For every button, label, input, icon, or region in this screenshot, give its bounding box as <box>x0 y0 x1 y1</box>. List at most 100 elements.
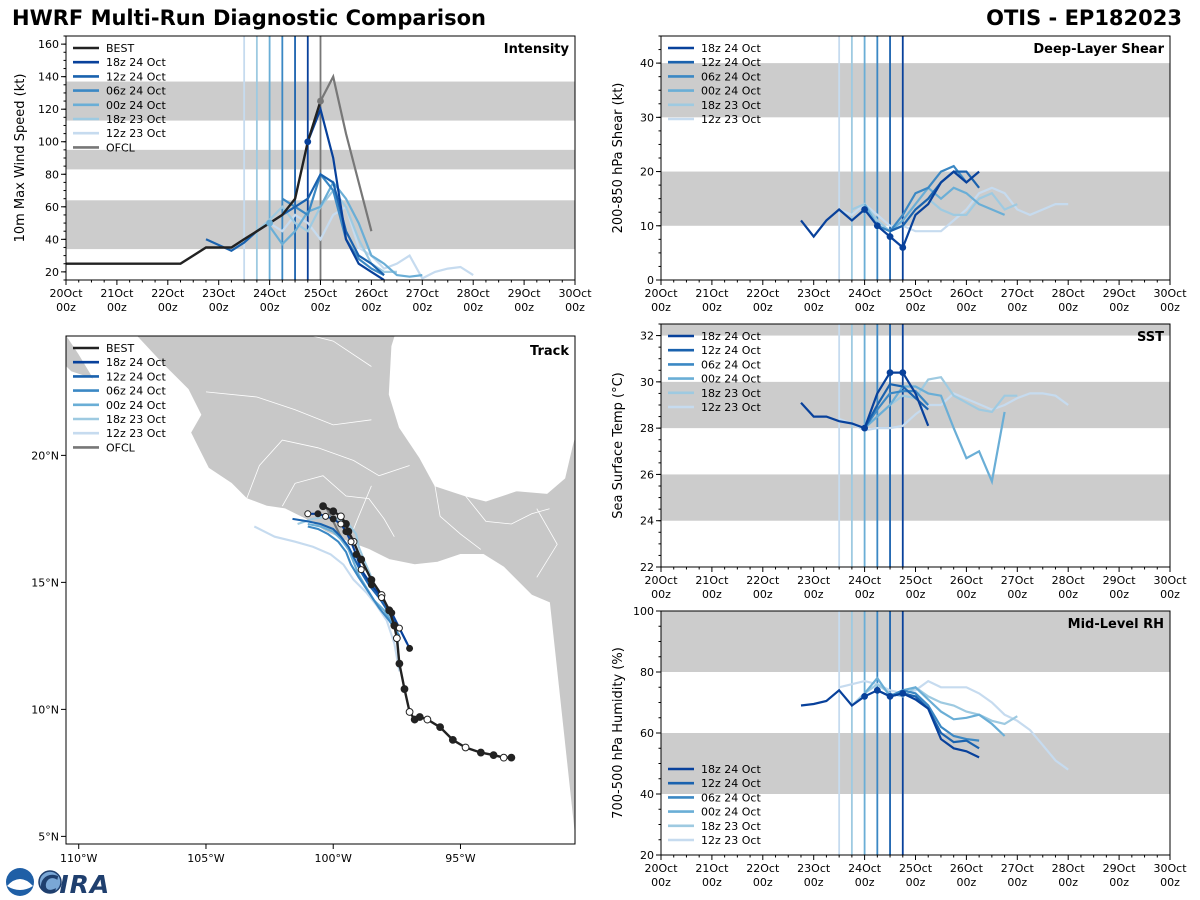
intensity-line-12z-24-oct <box>205 172 385 276</box>
track-marker-18z-24-oct <box>342 528 350 536</box>
panel-rh: 20Oct00z21Oct00z22Oct00z23Oct00z24Oct00z… <box>611 605 1187 889</box>
sst-legend-label-06z-24-oct: 06z 24 Oct <box>701 358 761 371</box>
rh-xtick-label-hour-0: 00z <box>651 876 671 889</box>
track-marker-best <box>436 723 445 732</box>
track-ytick-label-0: 5°N <box>38 830 59 843</box>
sst-xtick-label-day-2: 22Oct <box>746 574 780 587</box>
rh-xtick-label-day-1: 21Oct <box>695 862 729 875</box>
intensity-title: Intensity <box>504 42 570 57</box>
state-border-4 <box>434 485 482 550</box>
sst-ytick-label-0: 22 <box>640 561 654 574</box>
shear-legend-label-12z-24-oct: 12z 24 Oct <box>701 56 761 69</box>
track-legend-label-00z-24-oct: 00z 24 Oct <box>106 399 166 412</box>
shear-ylabel: 200-850 hPa Shear (kt) <box>611 83 626 234</box>
intensity-legend-label-00z-24-oct: 00z 24 Oct <box>106 99 166 112</box>
rh-xtick-label-hour-10: 00z <box>1160 876 1180 889</box>
land-central-america <box>572 421 575 423</box>
rh-ytick-label-0: 20 <box>640 849 654 862</box>
intensity-xtick-label-day-6: 26Oct <box>355 287 389 300</box>
shear-xtick-label-hour-9: 00z <box>1109 301 1129 314</box>
sst-line-06z-24-oct <box>863 390 930 429</box>
shear-xtick-label-hour-6: 00z <box>957 301 977 314</box>
track-marker-18z-24-oct <box>378 594 386 602</box>
track-map <box>66 336 575 843</box>
rh-xtick-label-hour-4: 00z <box>855 876 875 889</box>
rh-xtick-label-hour-2: 00z <box>753 876 773 889</box>
rh-xtick-label-day-9: 29Oct <box>1103 862 1137 875</box>
sst-ytick-label-4: 30 <box>640 376 654 389</box>
sst-marker-1 <box>886 369 894 376</box>
track-marker-best <box>329 507 338 516</box>
rh-xtick-label-day-3: 23Oct <box>797 862 831 875</box>
track-xtick-label-2: 100°W <box>315 852 352 865</box>
intensity-ylabel: 10m Max Wind Speed (kt) <box>13 74 28 243</box>
sst-xtick-label-hour-0: 00z <box>651 588 671 601</box>
intensity-line-06z-24-oct <box>281 171 385 277</box>
sst-ytick-label-2: 26 <box>640 468 654 481</box>
intensity-xtick-label-hour-5: 00z <box>311 301 331 314</box>
shear-line-06z-24-oct <box>876 164 968 233</box>
shear-xtick-label-day-4: 24Oct <box>848 287 882 300</box>
track-marker-best <box>461 743 470 752</box>
track-marker-best <box>319 502 327 511</box>
shear-xtick-label-day-9: 29Oct <box>1103 287 1137 300</box>
rh-ytick-label-2: 60 <box>640 727 654 740</box>
intensity-legend-label-06z-24-oct: 06z 24 Oct <box>106 85 166 98</box>
sst-legend-label-18z-23-oct: 18z 23 Oct <box>701 387 761 400</box>
intensity-line-18z-24-oct <box>306 105 385 280</box>
state-border-5 <box>465 495 550 525</box>
shear-xtick-label-hour-7: 00z <box>1007 301 1027 314</box>
shear-ytick-label-1: 10 <box>640 220 654 233</box>
intensity-xtick-label-hour-9: 00z <box>514 301 534 314</box>
track-ytick-label-3: 20°N <box>31 449 59 462</box>
intensity-xtick-label-day-10: 30Oct <box>558 287 592 300</box>
sst-legend-label-12z-23-oct: 12z 23 Oct <box>701 401 761 414</box>
intensity-xtick-label-day-3: 23Oct <box>202 287 236 300</box>
rh-xtick-label-day-2: 22Oct <box>746 862 780 875</box>
cira-logo-text: CIRA <box>40 870 110 899</box>
sst-line-00z-24-oct <box>863 385 1006 486</box>
sst-xtick-label-day-1: 21Oct <box>695 574 729 587</box>
sst-xtick-label-day-3: 23Oct <box>797 574 831 587</box>
sst-title: SST <box>1137 330 1164 345</box>
sst-ytick-label-3: 28 <box>640 422 654 435</box>
rh-xtick-label-hour-6: 00z <box>957 876 977 889</box>
intensity-legend-label-ofcl: OFCL <box>106 141 136 154</box>
shear-ytick-label-4: 40 <box>640 57 654 70</box>
panel-shear: 20Oct00z21Oct00z22Oct00z23Oct00z24Oct00z… <box>611 35 1187 314</box>
intensity-marker-1 <box>304 138 312 146</box>
shear-xtick-label-hour-10: 00z <box>1160 301 1180 314</box>
track-marker-18z-24-oct <box>406 644 414 652</box>
track-xtick-label-1: 105°W <box>187 852 224 865</box>
sst-xtick-label-hour-5: 00z <box>906 588 926 601</box>
shear-xtick-label-day-8: 28Oct <box>1052 287 1086 300</box>
shear-legend-label-00z-24-oct: 00z 24 Oct <box>701 85 761 98</box>
track-ytick-label-2: 15°N <box>31 576 59 589</box>
rh-xtick-label-day-6: 26Oct <box>950 862 984 875</box>
intensity-xtick-label-hour-0: 00z <box>56 301 76 314</box>
sst-xtick-label-hour-9: 00z <box>1109 588 1129 601</box>
intensity-line-best <box>66 100 322 265</box>
shear-xtick-label-hour-2: 00z <box>753 301 773 314</box>
rh-xtick-label-day-0: 20Oct <box>644 862 678 875</box>
intensity-marker-0 <box>266 219 273 227</box>
rh-legend-label-06z-24-oct: 06z 24 Oct <box>701 791 761 804</box>
intensity-xtick-label-hour-2: 00z <box>158 301 178 314</box>
intensity-ytick-label-5: 120 <box>38 103 59 116</box>
sst-ytick-label-5: 32 <box>640 330 654 343</box>
shear-xtick-label-day-2: 22Oct <box>746 287 780 300</box>
rh-xtick-label-day-4: 24Oct <box>848 862 882 875</box>
sst-line-12z-23-oct <box>838 392 1069 432</box>
shear-xtick-label-hour-4: 00z <box>855 301 875 314</box>
sst-xtick-label-hour-3: 00z <box>804 588 824 601</box>
shear-xtick-label-hour-8: 00z <box>1058 301 1078 314</box>
intensity-legend-label-12z-23-oct: 12z 23 Oct <box>106 127 166 140</box>
state-border-2 <box>281 475 395 537</box>
intensity-legend-label-best: BEST <box>106 42 134 55</box>
track-marker-18z-24-oct <box>314 510 322 518</box>
intensity-xtick-label-day-8: 28Oct <box>457 287 491 300</box>
storm-title: OTIS - EP182023 <box>986 6 1182 30</box>
shear-ytick-label-3: 30 <box>640 111 654 124</box>
panel-intensity: 20Oct00z21Oct00z22Oct00z23Oct00z24Oct00z… <box>13 35 592 314</box>
panel-sst: 20Oct00z21Oct00z22Oct00z23Oct00z24Oct00z… <box>611 323 1187 601</box>
